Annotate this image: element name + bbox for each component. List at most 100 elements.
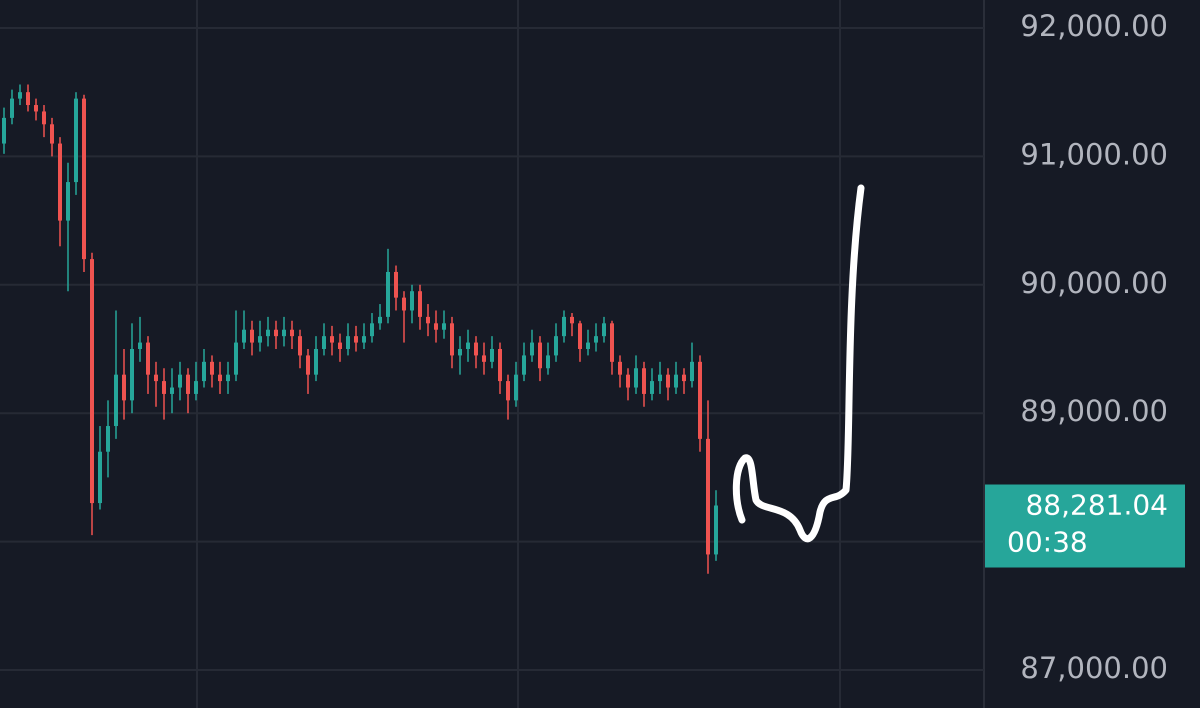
candle-body xyxy=(42,111,46,125)
candle-body xyxy=(298,336,302,356)
candle-body xyxy=(322,336,326,349)
candle-body xyxy=(258,336,262,343)
candle-body xyxy=(10,98,14,118)
candle-body xyxy=(602,323,606,337)
candle-body xyxy=(554,336,558,356)
candle-body xyxy=(450,323,454,356)
candle-body xyxy=(698,361,702,439)
candle-body xyxy=(74,98,78,183)
candle-body xyxy=(410,291,414,311)
candle-body xyxy=(178,374,182,388)
candle-body xyxy=(594,336,598,343)
candle-body xyxy=(106,426,110,452)
hand-drawn-annotation xyxy=(732,184,865,543)
candle-body xyxy=(274,329,278,337)
y-tick-label: 87,000.00 xyxy=(1020,651,1168,685)
candle-body xyxy=(2,117,6,144)
candle-body xyxy=(642,368,646,394)
candle-body xyxy=(506,381,510,401)
candle-body xyxy=(194,381,198,394)
y-tick-label: 91,000.00 xyxy=(1020,137,1168,171)
candle-body xyxy=(674,374,678,388)
candle-body xyxy=(242,329,246,343)
candle-body xyxy=(146,342,150,375)
candle-body xyxy=(434,323,438,330)
candle-body xyxy=(546,355,550,369)
candle-body xyxy=(402,297,406,311)
candle-body xyxy=(714,505,718,555)
candle-body xyxy=(330,336,334,343)
candle-body xyxy=(346,336,350,349)
candle-body xyxy=(474,342,478,356)
candle-body xyxy=(162,381,166,394)
candle-body xyxy=(514,374,518,401)
candle-body xyxy=(706,438,710,555)
y-tick-label: 90,000.00 xyxy=(1020,266,1168,300)
candle-body xyxy=(466,342,470,349)
candle-body xyxy=(362,336,366,343)
candle-body xyxy=(666,374,670,388)
candle-body xyxy=(634,368,638,388)
y-tick-label: 92,000.00 xyxy=(1020,9,1168,43)
y-tick-label: 89,000.00 xyxy=(1020,394,1168,428)
candle-body xyxy=(58,143,62,221)
last-price-label: 88,281.04 xyxy=(1025,489,1168,522)
candle-body xyxy=(442,323,446,330)
candle-body xyxy=(90,259,94,504)
candle-body xyxy=(378,316,382,324)
candle-body xyxy=(18,92,22,99)
countdown-label: 00:38 xyxy=(1007,526,1088,559)
candle-body xyxy=(50,124,54,144)
candle-body xyxy=(210,361,214,375)
candle-body xyxy=(610,323,614,362)
candle-body xyxy=(578,323,582,349)
candle-body xyxy=(138,342,142,349)
candle-body xyxy=(626,374,630,388)
candle-body xyxy=(282,329,286,337)
candles xyxy=(2,84,718,574)
candle-body xyxy=(458,348,462,356)
candle-body xyxy=(498,348,502,382)
candle-body xyxy=(250,329,254,343)
candle-body xyxy=(226,374,230,382)
candle-body xyxy=(370,323,374,337)
candle-body xyxy=(386,271,390,317)
candle-body xyxy=(650,381,654,394)
last-price-box xyxy=(985,484,1185,568)
candle-body xyxy=(122,374,126,401)
candle-body xyxy=(82,98,86,260)
candle-body xyxy=(530,342,534,356)
candle-body xyxy=(170,387,174,394)
candle-body xyxy=(426,316,430,324)
candle-body xyxy=(98,451,102,504)
candle-body xyxy=(306,355,310,375)
candle-body xyxy=(26,92,30,106)
candle-body xyxy=(234,342,238,375)
candle-body xyxy=(266,329,270,337)
candle-body xyxy=(394,271,398,298)
candle-body xyxy=(354,336,358,343)
candle-body xyxy=(130,348,134,401)
candle-body xyxy=(570,316,574,324)
candle-body xyxy=(202,361,206,382)
candle-body xyxy=(586,342,590,349)
candle-body xyxy=(690,361,694,382)
candle-body xyxy=(482,355,486,362)
candle-body xyxy=(114,374,118,427)
candle-body xyxy=(418,291,422,317)
price-box: 88,281.04 00:38 xyxy=(985,484,1185,568)
candle-body xyxy=(522,355,526,375)
candle-body xyxy=(186,374,190,394)
candle-body xyxy=(66,182,70,221)
candle-body xyxy=(682,374,686,382)
candle-body xyxy=(154,374,158,382)
candle-body xyxy=(34,105,38,112)
candle-body xyxy=(538,342,542,369)
candle-body xyxy=(338,342,342,349)
candle-body xyxy=(314,348,318,375)
candle-body xyxy=(618,361,622,375)
candle-body xyxy=(290,329,294,337)
axis-labels: 87,000.0088,000.0089,000.0090,000.0091,0… xyxy=(1020,9,1168,685)
